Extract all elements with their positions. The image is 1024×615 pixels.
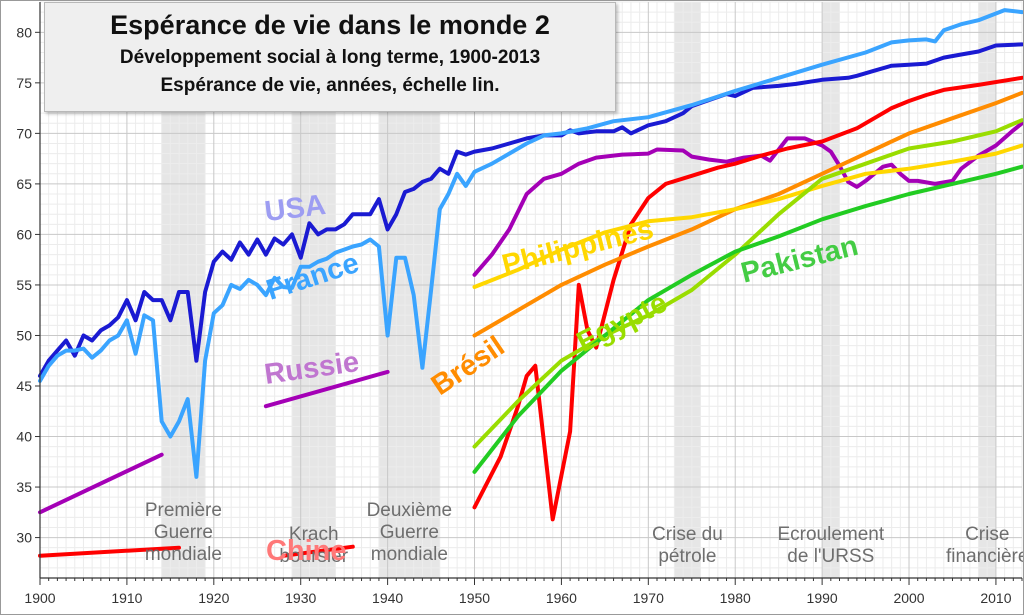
y-tick-label: 30 — [16, 530, 32, 546]
x-tick-label: 1960 — [546, 590, 577, 606]
period-label: Krach boursier — [279, 524, 348, 567]
x-tick-label: 1980 — [720, 590, 751, 606]
x-tick-label: 1910 — [111, 590, 142, 606]
period-label: Crise financière — [946, 524, 1024, 567]
x-tick-label: 1970 — [633, 590, 664, 606]
series-line — [472, 118, 1024, 449]
series-line — [281, 544, 355, 558]
y-tick-label: 50 — [16, 327, 32, 343]
series-line — [263, 369, 390, 409]
x-tick-label: 1900 — [24, 590, 55, 606]
period-label: Première Guerre mondiale — [145, 500, 222, 565]
y-tick-label: 80 — [16, 24, 32, 40]
y-axis-label: Espérance de vie, années, échelle lin. — [160, 75, 500, 96]
series-line — [472, 164, 1024, 474]
chart-subtitle: Développement social à long terme, 1900-… — [119, 47, 541, 68]
title-box: Espérance de vie dans le monde 2 Dévelop… — [44, 2, 616, 112]
y-tick-label: 45 — [16, 378, 32, 394]
x-tick-label: 2010 — [980, 590, 1011, 606]
y-tick-label: 65 — [16, 176, 32, 192]
series-line — [472, 75, 1024, 522]
series-label: USA — [263, 189, 328, 228]
series-line — [38, 8, 1024, 479]
series-label: Chine — [266, 535, 347, 567]
series-line — [38, 452, 164, 515]
period-label: Deuxième Guerre mondiale — [367, 500, 453, 565]
x-tick-label: 1950 — [459, 590, 490, 606]
x-tick-label: 1920 — [198, 590, 229, 606]
x-tick-label: 1990 — [807, 590, 838, 606]
x-tick-label: 1940 — [372, 590, 403, 606]
y-tick-label: 75 — [16, 75, 32, 91]
shaded-period — [674, 2, 701, 578]
period-label: Crise du pétrole — [652, 524, 723, 567]
series-line — [472, 143, 1024, 289]
chart-title: Espérance de vie dans le monde 2 — [110, 10, 550, 40]
series-line — [472, 90, 1024, 338]
series-line — [472, 121, 1024, 277]
x-tick-label: 1930 — [285, 590, 316, 606]
y-tick-label: 35 — [16, 479, 32, 495]
y-tick-label: 40 — [16, 429, 32, 445]
y-tick-label: 70 — [16, 125, 32, 141]
series-line — [38, 42, 1024, 378]
y-tick-label: 55 — [16, 277, 32, 293]
period-label: Ecroulement de l'URSS — [777, 524, 884, 567]
x-tick-label: 2000 — [893, 590, 924, 606]
series-line — [38, 545, 181, 558]
y-tick-label: 60 — [16, 226, 32, 242]
